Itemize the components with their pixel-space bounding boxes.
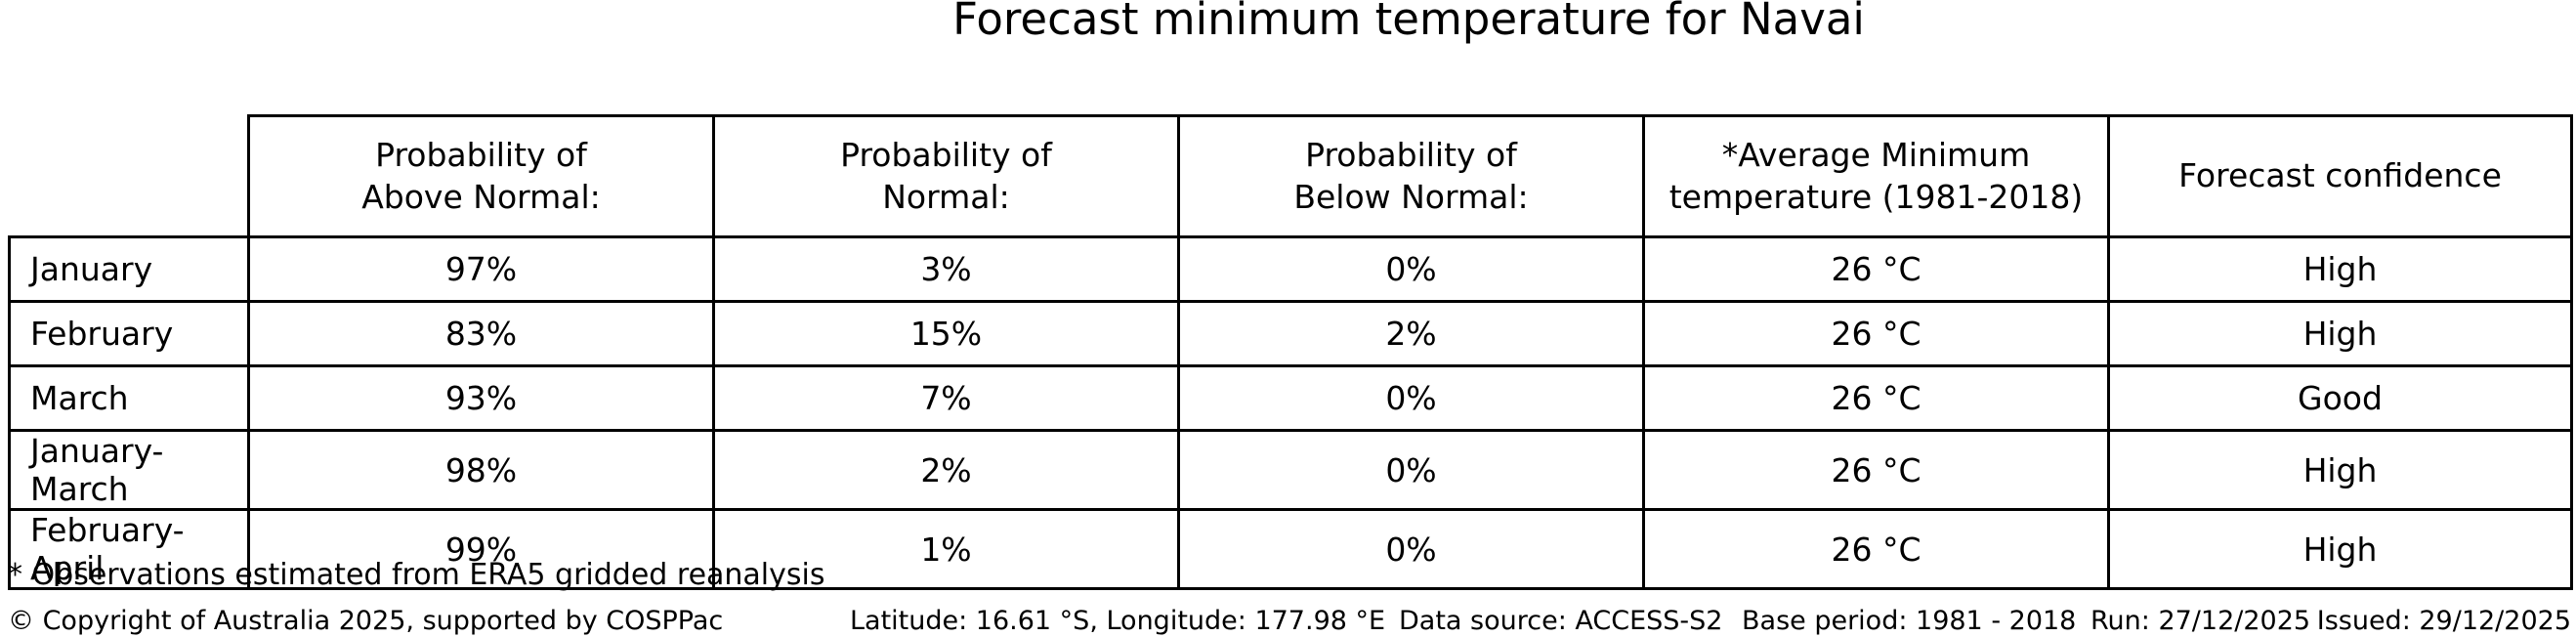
table-cell: 26 °C	[1642, 508, 2110, 590]
table-cell: 99%	[247, 508, 715, 590]
table-cell: 0%	[1177, 508, 1645, 590]
table-cell: High	[2107, 508, 2573, 590]
table-cell: 1%	[712, 508, 1180, 590]
table-cell: 93%	[247, 364, 715, 432]
table-header-row: Probability of Above Normal: Probability…	[10, 114, 2573, 238]
row-label: March	[8, 364, 250, 432]
column-header-above-normal: Probability of Above Normal:	[247, 114, 715, 238]
table-cell: 26 °C	[1642, 235, 2110, 303]
table-cell: High	[2107, 429, 2573, 511]
table-row-january: January 97% 3% 0% 26 °C High	[8, 235, 2573, 303]
row-label: February-April	[8, 508, 250, 590]
location-text: Latitude: 16.61 °S, Longitude: 177.98 °E	[850, 606, 1386, 636]
corner-cell	[10, 116, 249, 237]
table-cell: 15%	[712, 300, 1180, 367]
forecast-table: Probability of Above Normal: Probability…	[8, 114, 2573, 590]
table-cell: High	[2107, 300, 2573, 367]
table-cell: 0%	[1177, 364, 1645, 432]
base-period-text: Base period: 1981 - 2018	[1742, 606, 2077, 636]
table-cell: 3%	[712, 235, 1180, 303]
figure-title: Forecast minimum temperature for Navai	[952, 0, 1865, 45]
table-cell: 83%	[247, 300, 715, 367]
footnote: * Observations estimated from ERA5 gridd…	[8, 558, 825, 592]
table-cell: 26 °C	[1642, 364, 2110, 432]
row-label: February	[8, 300, 250, 367]
table-row-march: March 93% 7% 0% 26 °C Good	[8, 364, 2573, 432]
table-cell: 98%	[247, 429, 715, 511]
table-cell: Good	[2107, 364, 2573, 432]
table-cell: 0%	[1177, 429, 1645, 511]
table-cell: 7%	[712, 364, 1180, 432]
row-label: January-March	[8, 429, 250, 511]
table-cell: 26 °C	[1642, 300, 2110, 367]
table-row-january-march: January-March 98% 2% 0% 26 °C High	[8, 429, 2573, 511]
table-cell: 97%	[247, 235, 715, 303]
copyright-text: © Copyright of Australia 2025, supported…	[8, 606, 724, 636]
table-row-february-april: February-April 99% 1% 0% 26 °C High	[8, 508, 2573, 590]
column-header-avg-min-temp: *Average Minimum temperature (1981-2018)	[1642, 114, 2110, 238]
data-source-text: Data source: ACCESS-S2	[1399, 606, 1723, 636]
issued-date-text: Issued: 29/12/2025	[2316, 606, 2571, 636]
table-cell: 2%	[712, 429, 1180, 511]
column-header-confidence: Forecast confidence	[2107, 114, 2573, 238]
table-row-february: February 83% 15% 2% 26 °C High	[8, 300, 2573, 367]
run-date-text: Run: 27/12/2025	[2090, 606, 2311, 636]
table-cell: 0%	[1177, 235, 1645, 303]
table-cell: 2%	[1177, 300, 1645, 367]
column-header-normal: Probability of Normal:	[712, 114, 1180, 238]
row-label: January	[8, 235, 250, 303]
table-cell: 26 °C	[1642, 429, 2110, 511]
column-header-below-normal: Probability of Below Normal:	[1177, 114, 1645, 238]
footer: © Copyright of Australia 2025, supported…	[0, 606, 2576, 637]
table-cell: High	[2107, 235, 2573, 303]
